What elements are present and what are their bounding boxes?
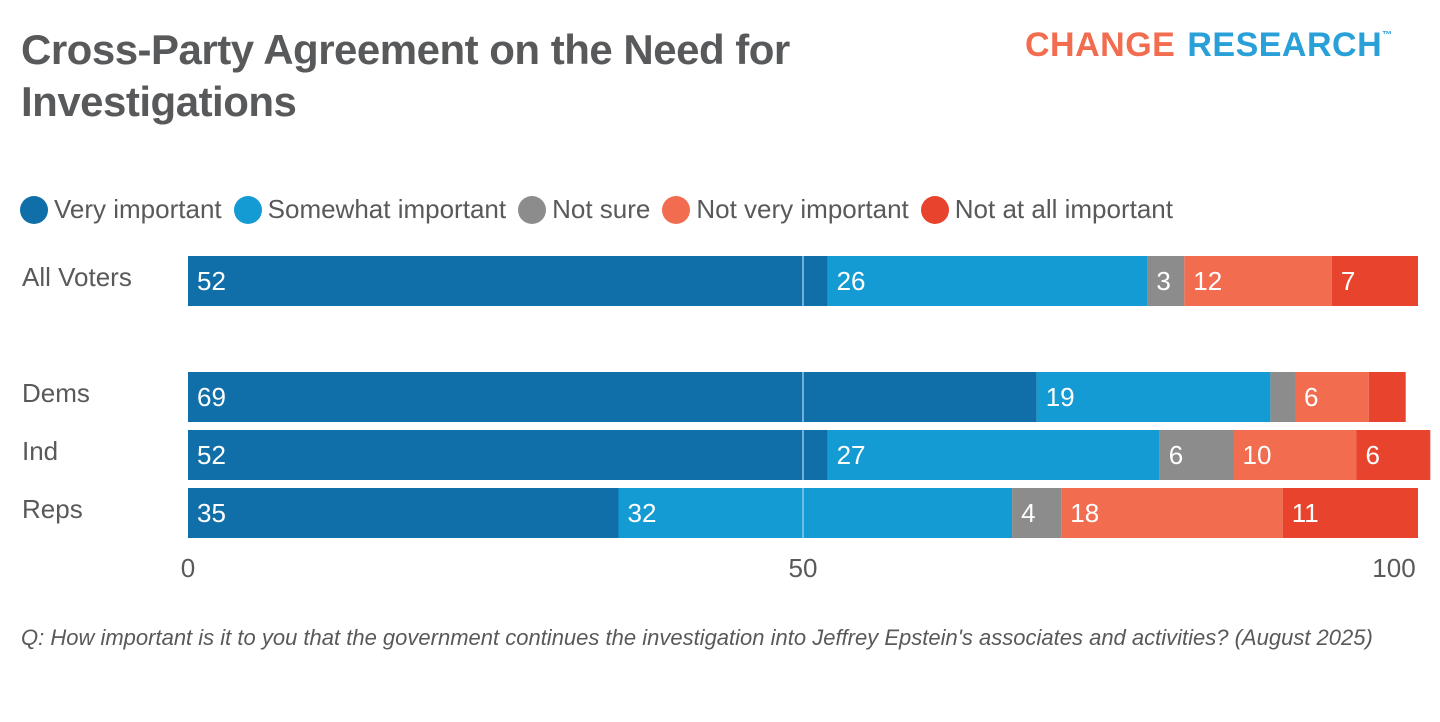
bar-segment-very-important [188,256,828,306]
data-label: 52 [197,440,226,470]
chart-title: Cross-Party Agreement on the Need for In… [21,26,790,125]
bar-segment-very-important [188,372,1037,422]
legend-item-somewhat-important: Somewhat important [233,194,507,225]
legend-item-very-important: Very important [20,194,222,225]
data-label: 10 [1243,440,1272,470]
data-label: 27 [837,440,866,470]
bar-row-dems: 69 19 6 [188,372,1406,422]
bar-segment-very-important [188,430,828,480]
legend-item-not-sure: Not sure [518,194,650,225]
legend-swatch-somewhat-important [233,195,262,224]
legend-item-not-very-important: Not very important [662,194,909,225]
data-label: 6 [1366,440,1380,470]
logo-text-research: RESEARCH [1187,26,1383,64]
legend-swatch-very-important [20,195,48,224]
chart-legend: Very important Somewhat important Not su… [20,194,1185,225]
data-label: 7 [1341,266,1355,296]
row-label-dems: Dems [22,378,90,408]
data-label: 52 [197,266,226,296]
bar-segment-not-very-important [1233,430,1357,480]
data-label: 12 [1193,266,1222,296]
bar-segment-somewhat-important [618,488,1013,538]
bar-segment-not-sure [1159,430,1234,480]
data-label: 32 [628,498,657,528]
data-label: 11 [1292,498,1319,528]
bar-row-ind: 52 27 6 10 6 [188,430,1431,480]
x-tick-label: 100 [1372,553,1416,583]
bar-segment-not-very-important [1184,256,1332,306]
bar-segment-somewhat-important [1036,372,1271,422]
bar-segment-somewhat-important [827,256,1148,306]
bar-segment-not-sure [1147,256,1185,306]
legend-label: Very important [54,194,222,224]
bar-segment-not-at-all-important [1331,256,1418,306]
legend-swatch-not-at-all-important [920,195,949,224]
bar-segment-not-at-all-important [1368,372,1406,422]
bar-segment-not-sure [1270,372,1295,422]
data-label: 69 [197,382,226,412]
bar-segment-not-very-important [1061,488,1283,538]
data-label: 4 [1021,498,1035,528]
bar-segment-not-sure [1012,488,1062,538]
legend-label: Not very important [696,194,909,224]
survey-question-footnote: Q: How important is it to you that the g… [21,625,1373,650]
legend-label: Somewhat important [267,194,507,224]
data-label: 19 [1046,382,1075,412]
data-label: 6 [1304,382,1318,412]
x-tick-label: 50 [788,553,818,583]
legend-swatch-not-sure [518,195,547,224]
bar-row-all-voters: 52 26 3 12 7 [188,256,1418,306]
legend-label: Not sure [552,194,651,224]
data-label: 6 [1169,440,1183,470]
row-label-all-voters: All Voters [22,262,132,292]
data-label: 18 [1070,498,1099,528]
bar-segment-not-very-important [1295,372,1369,422]
bar-segment-very-important [188,488,619,538]
data-label: 26 [837,266,866,296]
change-research-logo: CHANGE RESEARCH™ [1025,26,1393,65]
row-label-ind: Ind [22,436,59,466]
trademark-symbol: ™ [1382,30,1393,41]
bar-segment-not-at-all-important [1282,488,1418,538]
bar-segment-not-at-all-important [1356,430,1431,480]
legend-swatch-not-very-important [662,195,691,224]
bar-segment-somewhat-important [827,430,1160,480]
data-label: 35 [197,498,226,528]
x-tick-label: 0 [180,553,196,583]
logo-text-change: CHANGE [1025,26,1176,64]
row-label-reps: Reps [22,494,83,524]
bar-row-reps: 35 32 4 18 11 [188,488,1418,538]
data-label: 3 [1156,266,1170,296]
legend-item-not-at-all-important: Not at all important [920,194,1173,225]
legend-label: Not at all important [954,194,1173,224]
